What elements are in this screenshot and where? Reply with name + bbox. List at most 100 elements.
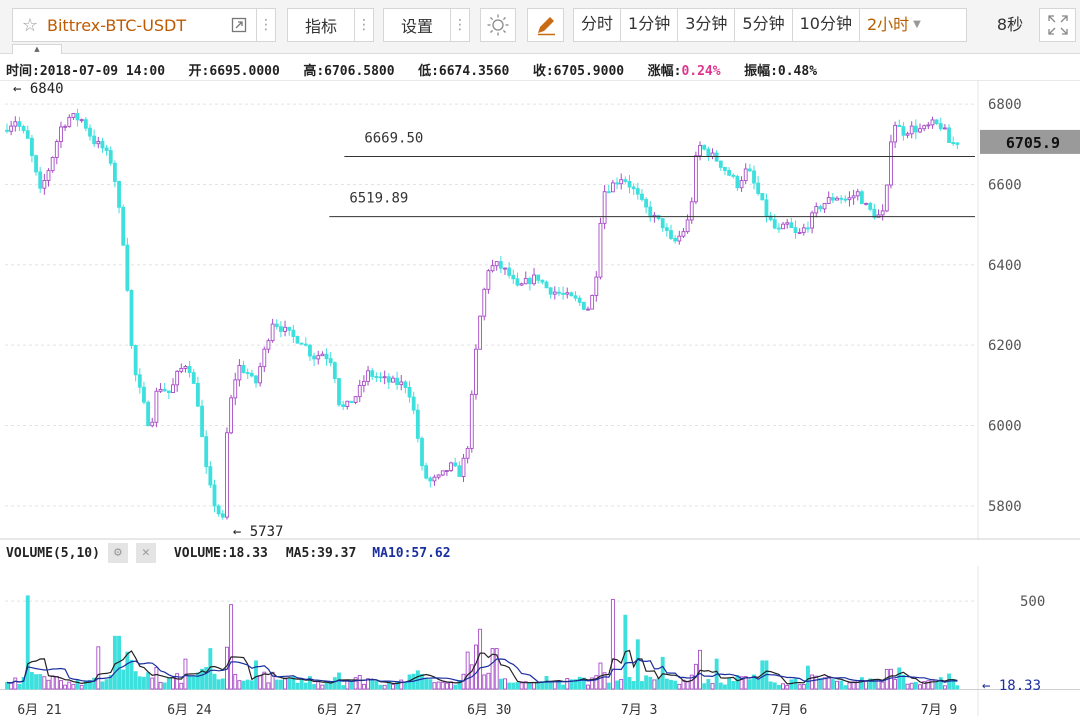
volume-bar — [92, 677, 97, 690]
volume-bar — [706, 679, 711, 690]
volume-bar — [241, 680, 246, 690]
symbol-selector[interactable]: ☆ Bittrex-BTC-USDT ⋮ — [12, 8, 276, 42]
volume-bar — [561, 684, 566, 690]
candle-body — [540, 279, 545, 283]
volume-bar — [955, 685, 960, 690]
volume-bar — [378, 684, 383, 690]
candle-body — [444, 470, 449, 472]
volume-bar — [162, 682, 167, 690]
candle-body — [46, 170, 51, 181]
max-price-label: ← 6840 — [13, 81, 64, 97]
volume-bar — [121, 669, 126, 690]
volume-bar — [25, 595, 30, 690]
theme-toggle-button[interactable] — [480, 8, 516, 42]
candle-body — [843, 198, 848, 201]
volume-bar — [391, 684, 395, 690]
period-tab-0[interactable]: 分时 — [574, 8, 622, 42]
settings-more-icon[interactable]: ⋮ — [453, 17, 467, 33]
volume-settings-icon[interactable]: ⚙ — [107, 543, 128, 563]
volume-bar — [793, 678, 798, 690]
candle-body — [324, 353, 329, 360]
period-tab-4[interactable]: 10分钟 — [793, 8, 860, 42]
candle-body — [498, 261, 503, 269]
volume-close-icon[interactable]: ✕ — [135, 543, 156, 563]
candle-body — [212, 484, 217, 507]
candle-body — [855, 191, 860, 197]
candle-body — [88, 127, 92, 137]
volume-bar — [291, 676, 296, 690]
candle-body — [544, 281, 549, 289]
candle-body — [175, 370, 180, 386]
volume-bar — [424, 677, 429, 690]
volume-bar — [739, 676, 744, 690]
volume-bar — [478, 628, 483, 690]
candle-body — [166, 390, 171, 394]
candle-body — [457, 465, 462, 477]
volume-bar — [137, 676, 142, 690]
volume-bar — [503, 678, 507, 690]
volume-bar — [374, 680, 379, 690]
volume-bar — [191, 676, 196, 690]
refresh-interval[interactable]: 8秒 — [996, 15, 1024, 34]
price-tick-label: 6000 — [988, 419, 1022, 435]
period-tab-active[interactable]: 2小时 ▼ — [860, 8, 928, 42]
candle-body — [370, 370, 375, 377]
volume-bar — [399, 679, 404, 690]
candle-body — [233, 379, 238, 399]
fullscreen-button[interactable] — [1039, 8, 1076, 42]
candle-body — [640, 193, 644, 200]
candle-body — [29, 137, 34, 157]
candle-body — [797, 231, 802, 234]
candle-body — [391, 377, 395, 383]
toolbar-collapse-tab[interactable]: ▲ — [12, 44, 62, 54]
volume-bar — [810, 674, 815, 690]
ma5-line — [6, 649, 958, 685]
volume-bar — [382, 684, 387, 690]
candle-body — [623, 179, 628, 182]
info-change-value: 0.24% — [681, 64, 721, 79]
candle-body — [461, 457, 466, 477]
candle-body — [432, 476, 437, 482]
candle-body — [395, 377, 400, 386]
star-icon[interactable]: ☆ — [21, 14, 39, 36]
date-tick-label: 6月 30 — [467, 703, 511, 716]
date-tick-label: 6月 27 — [317, 703, 361, 716]
candle-body — [893, 124, 898, 143]
period-tab-3[interactable]: 5分钟 — [735, 8, 793, 42]
volume-bar — [274, 679, 279, 690]
symbol-more-icon[interactable]: ⋮ — [259, 17, 273, 33]
volume-bar — [341, 685, 346, 690]
settings-button[interactable]: 设置 ⋮ — [383, 8, 470, 42]
external-link-icon[interactable] — [222, 17, 256, 33]
volume-bar — [893, 679, 898, 690]
info-change-label: 涨幅: — [647, 64, 682, 79]
candle-body — [92, 135, 97, 145]
candle-body — [125, 244, 130, 291]
volume-bar — [175, 673, 180, 690]
candle-body — [299, 342, 304, 345]
indicators-more-icon[interactable]: ⋮ — [357, 17, 371, 33]
candle-body — [905, 133, 910, 136]
candle-body — [851, 195, 856, 199]
period-tab-1[interactable]: 1分钟 — [621, 8, 679, 42]
symbol-name: Bittrex-BTC-USDT — [47, 15, 187, 35]
candle-body — [411, 396, 416, 411]
volume-bar — [133, 671, 138, 690]
candle-body — [349, 400, 354, 403]
candle-body — [519, 283, 524, 286]
volume-chart[interactable]: 500 ← 18.33 6月 21 6月 24 6月 27 6月 30 7月 3 7月 6 7月… — [0, 566, 1080, 716]
volume-bar — [436, 681, 441, 690]
volume-bar — [220, 678, 225, 690]
draw-tool-button[interactable] — [527, 8, 564, 42]
candle-body — [112, 162, 117, 182]
candle-body — [316, 355, 321, 360]
volume-bar — [640, 681, 644, 690]
indicators-button[interactable]: 指标 ⋮ — [287, 8, 374, 42]
candle-body — [847, 197, 852, 201]
period-tab-2[interactable]: 3分钟 — [678, 8, 736, 42]
volume-bar — [332, 677, 337, 690]
candle-body — [768, 215, 773, 221]
volume-bar — [150, 677, 155, 690]
volume-bar — [465, 651, 470, 690]
